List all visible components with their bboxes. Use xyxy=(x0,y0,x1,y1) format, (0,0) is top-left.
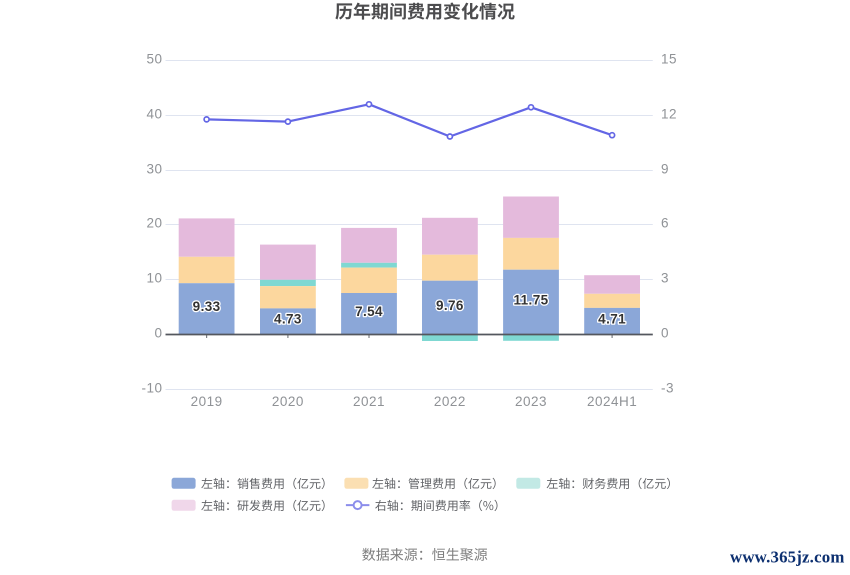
svg-text:6: 6 xyxy=(661,216,669,231)
svg-text:30: 30 xyxy=(146,162,162,177)
svg-text:-10: -10 xyxy=(141,381,162,396)
svg-text:50: 50 xyxy=(146,52,162,67)
svg-text:7.54: 7.54 xyxy=(355,304,383,319)
svg-text:20: 20 xyxy=(146,216,162,231)
svg-text:15: 15 xyxy=(661,52,677,67)
svg-text:11.75: 11.75 xyxy=(513,292,548,307)
svg-text:4.73: 4.73 xyxy=(274,312,302,327)
svg-text:9.33: 9.33 xyxy=(193,299,221,314)
svg-text:9.76: 9.76 xyxy=(436,298,464,313)
svg-text:www.365jz.com: www.365jz.com xyxy=(730,548,844,567)
svg-text:2023: 2023 xyxy=(515,394,547,409)
svg-text:2019: 2019 xyxy=(191,394,223,409)
svg-text:0: 0 xyxy=(154,326,162,341)
svg-text:2021: 2021 xyxy=(353,394,385,409)
svg-text:10: 10 xyxy=(146,271,162,286)
svg-text:9: 9 xyxy=(661,162,669,177)
svg-text:3: 3 xyxy=(661,271,669,286)
svg-text:-3: -3 xyxy=(661,381,674,396)
svg-text:2022: 2022 xyxy=(434,394,466,409)
svg-text:12: 12 xyxy=(661,107,677,122)
svg-text:2020: 2020 xyxy=(272,394,304,409)
svg-text:2024H1: 2024H1 xyxy=(587,394,637,409)
svg-text:40: 40 xyxy=(146,107,162,122)
svg-text:0: 0 xyxy=(661,326,669,341)
svg-text:4.71: 4.71 xyxy=(598,311,626,326)
